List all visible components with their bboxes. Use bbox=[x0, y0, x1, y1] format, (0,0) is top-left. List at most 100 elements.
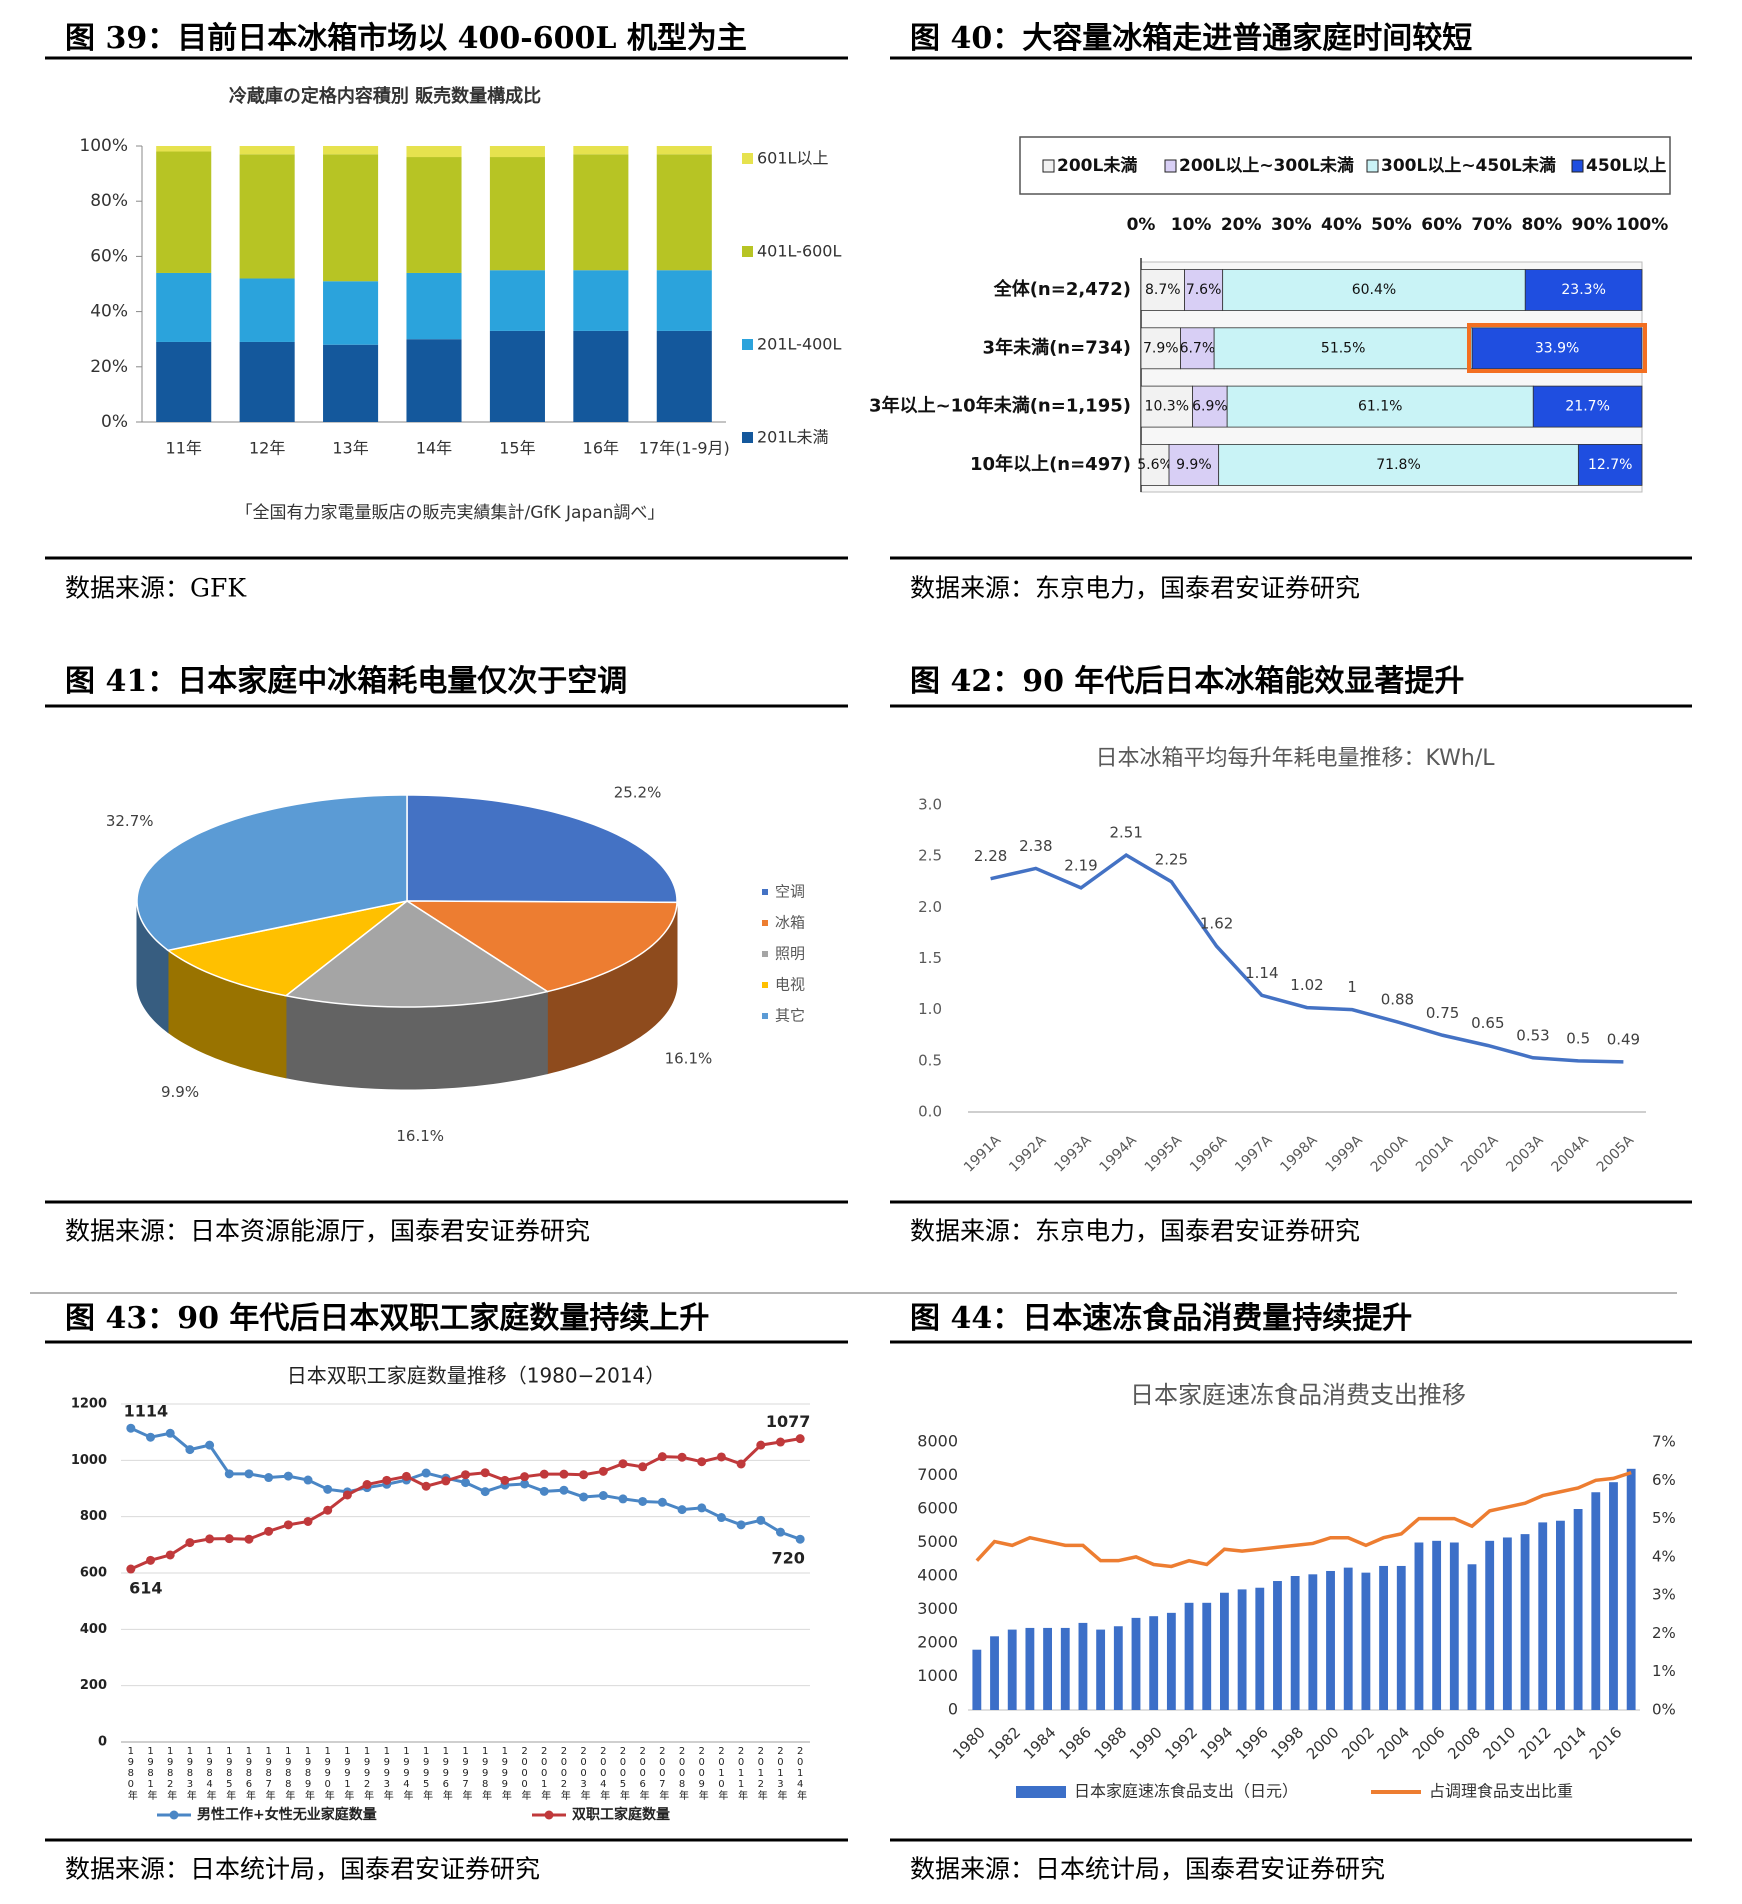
y2-tick-label: 5% bbox=[1652, 1509, 1676, 1527]
bar-segment bbox=[489, 146, 545, 158]
data-label: 10.3% bbox=[1145, 399, 1189, 415]
data-point bbox=[697, 1457, 707, 1467]
bar bbox=[1025, 1627, 1035, 1710]
bar bbox=[1220, 1592, 1229, 1710]
chart-note: 「全国有力家電量販店の販売実績集計/GfK Japan調べ」 bbox=[236, 503, 665, 523]
y-tick-label: 800 bbox=[80, 1509, 107, 1524]
y-tick-label: 1200 bbox=[71, 1397, 107, 1412]
bar-segment bbox=[1226, 385, 1534, 428]
y2-tick-label: 2% bbox=[1652, 1624, 1676, 1642]
x-tick-label: 10% bbox=[1171, 215, 1212, 235]
bar bbox=[1591, 1492, 1601, 1710]
y2-tick-label: 3% bbox=[1652, 1586, 1676, 1604]
data-label: 0.65 bbox=[1471, 1014, 1504, 1032]
legend-swatch bbox=[1042, 159, 1055, 173]
bar bbox=[1556, 1520, 1565, 1710]
bar-segment bbox=[406, 339, 462, 422]
bar-segment bbox=[323, 154, 379, 282]
y-tick-label: 1.0 bbox=[918, 1000, 942, 1018]
x-tick-label: 2002A bbox=[1458, 1132, 1502, 1176]
legend-label: 300L以上~450L未満 bbox=[1381, 155, 1556, 176]
legend-marker bbox=[544, 1810, 554, 1820]
x-tick-label: 2001年 bbox=[539, 1746, 551, 1801]
legend-label: 男性工作+女性无业家庭数量 bbox=[197, 1806, 377, 1823]
bar-segment bbox=[1471, 327, 1643, 370]
legend-swatch bbox=[742, 246, 753, 257]
y-tick-label: 5000 bbox=[917, 1532, 958, 1551]
y-tick-label: 8000 bbox=[917, 1432, 958, 1451]
data-point bbox=[480, 1468, 490, 1478]
x-tick-label: 1984年 bbox=[204, 1746, 216, 1801]
bar-segment bbox=[323, 344, 379, 422]
data-label: 9.9% bbox=[161, 1083, 199, 1101]
legend-label: 日本家庭速冻食品支出（日元） bbox=[1074, 1782, 1298, 1801]
data-label: 0.5 bbox=[1566, 1029, 1590, 1047]
x-tick-label: 11年 bbox=[166, 439, 202, 458]
data-point bbox=[716, 1513, 726, 1523]
bar-segment bbox=[573, 146, 629, 155]
x-tick-label: 1987年 bbox=[263, 1746, 275, 1801]
data-point bbox=[303, 1475, 313, 1485]
legend-label: 冰箱 bbox=[775, 914, 805, 932]
x-tick-label: 1981年 bbox=[145, 1746, 157, 1801]
data-point bbox=[441, 1476, 451, 1486]
x-tick-label: 2009年 bbox=[696, 1746, 708, 1801]
data-point bbox=[638, 1462, 648, 1472]
x-tick-label: 17年(1-9月) bbox=[639, 439, 730, 458]
chart-title: 日本冰箱平均每升年耗电量推移：KWh/L bbox=[1095, 746, 1495, 771]
data-label: 0.88 bbox=[1381, 990, 1414, 1008]
x-tick-label: 2008 bbox=[1444, 1723, 1484, 1763]
legend-label: 200L未満 bbox=[1057, 155, 1137, 176]
data-point bbox=[716, 1452, 726, 1462]
data-line bbox=[975, 1470, 1632, 1569]
x-tick-label: 70% bbox=[1471, 215, 1512, 235]
x-tick-label: 1998 bbox=[1267, 1723, 1307, 1763]
legend-label: 201L未満 bbox=[757, 428, 828, 447]
data-label: 0.49 bbox=[1607, 1030, 1640, 1048]
x-tick-label: 1995年 bbox=[421, 1746, 433, 1801]
figure-source: 数据来源：日本统计局，国泰君安证券研究 bbox=[65, 1855, 540, 1884]
data-point bbox=[775, 1527, 785, 1537]
data-label: 1.02 bbox=[1290, 976, 1323, 994]
bar bbox=[1060, 1627, 1070, 1710]
legend-label: 照明 bbox=[775, 945, 805, 963]
figure-caption: 图 43：90 年代后日本双职工家庭数量持续上升 bbox=[65, 1301, 709, 1336]
bar-segment bbox=[239, 146, 295, 155]
data-line bbox=[990, 853, 1624, 1064]
y-tick-label: 60% bbox=[90, 246, 128, 266]
bar-segment bbox=[1168, 443, 1220, 486]
bar-segment bbox=[1222, 269, 1526, 311]
chart-title: 日本家庭速冻食品消费支出推移 bbox=[1130, 1381, 1466, 1409]
x-tick-label: 1986 bbox=[1055, 1723, 1095, 1763]
data-label: 16.1% bbox=[665, 1050, 713, 1068]
x-tick-label: 2016 bbox=[1586, 1723, 1626, 1763]
bar bbox=[1007, 1629, 1017, 1710]
y-tick-label: 0.5 bbox=[918, 1051, 942, 1069]
data-point bbox=[146, 1432, 156, 1442]
figure-caption: 图 41：日本家庭中冰箱耗电量仅次于空调 bbox=[65, 664, 627, 699]
y-tick-label: 0 bbox=[98, 1735, 107, 1750]
x-tick-label: 15年 bbox=[499, 439, 535, 458]
bar-segment bbox=[239, 278, 295, 342]
x-tick-label: 2006年 bbox=[637, 1746, 649, 1801]
bar-segment bbox=[156, 341, 212, 422]
data-label: 2.19 bbox=[1064, 856, 1097, 874]
legend-label: 201L-400L bbox=[757, 335, 841, 354]
data-label: 614 bbox=[129, 1579, 162, 1598]
data-point bbox=[618, 1494, 628, 1504]
figure-source: 数据来源：日本资源能源厅，国泰君安证券研究 bbox=[65, 1217, 590, 1246]
data-point bbox=[559, 1469, 569, 1479]
legend-marker bbox=[169, 1810, 179, 1820]
data-point bbox=[126, 1564, 136, 1574]
data-point bbox=[283, 1471, 293, 1481]
bar bbox=[1361, 1572, 1371, 1710]
x-tick-label: 1990 bbox=[1126, 1723, 1166, 1763]
y-tick-label: 3年未満(n=734) bbox=[983, 336, 1131, 358]
x-tick-label: 1992A bbox=[1006, 1132, 1050, 1176]
data-point bbox=[598, 1466, 608, 1476]
x-tick-label: 90% bbox=[1572, 215, 1613, 235]
data-point bbox=[559, 1485, 569, 1495]
x-tick-label: 20% bbox=[1221, 215, 1262, 235]
data-label: 1 bbox=[1347, 978, 1357, 996]
x-tick-label: 2007年 bbox=[657, 1746, 669, 1801]
